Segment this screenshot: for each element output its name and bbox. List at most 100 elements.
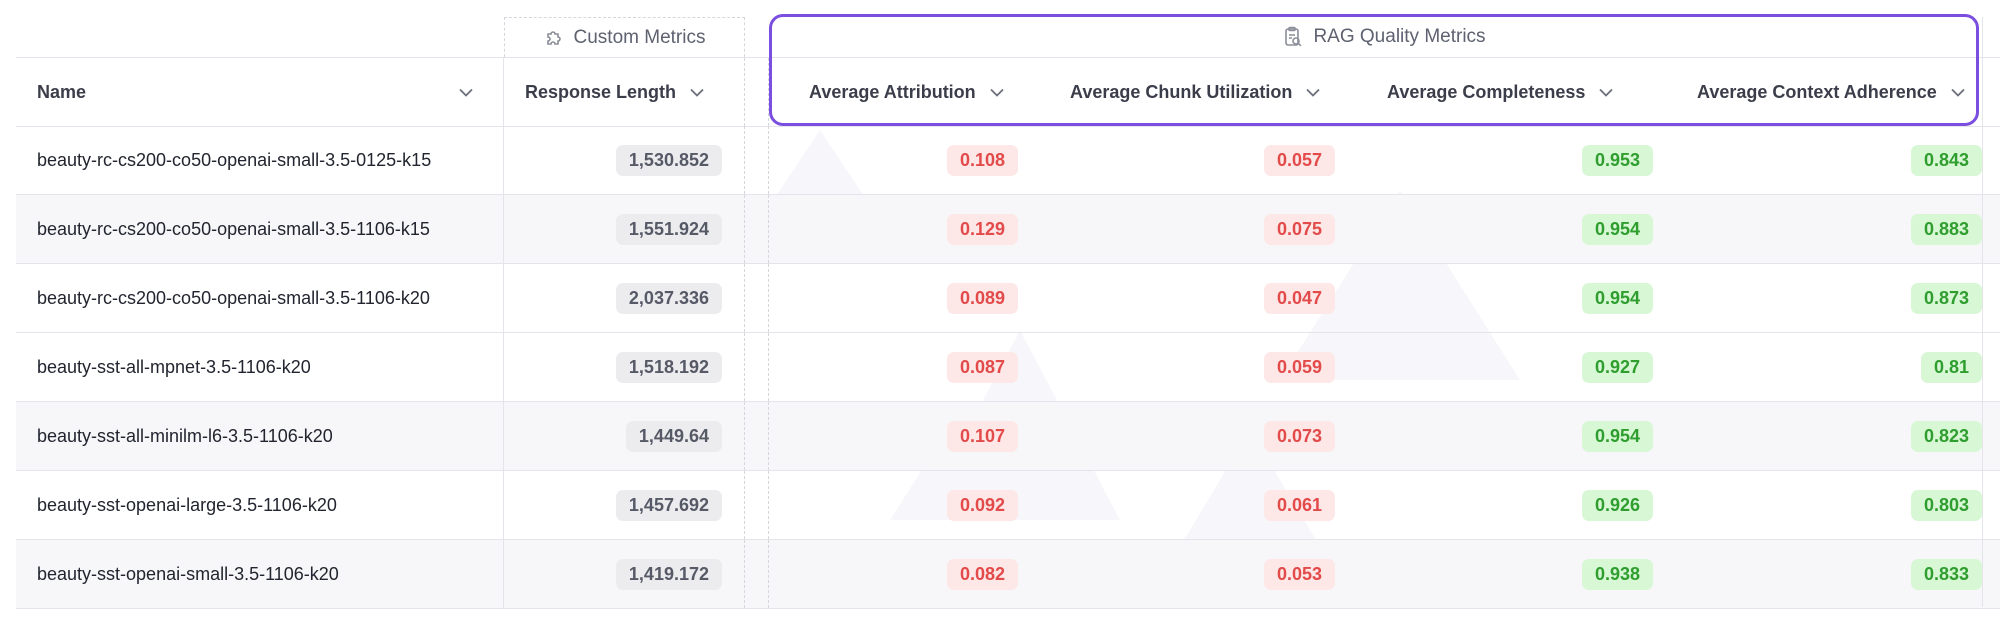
response-length-value: 1,449.64	[625, 420, 722, 452]
context-adherence-cell: 0.803	[1653, 471, 1982, 539]
response-length-value: 1,419.172	[615, 558, 722, 590]
spacer-cell	[745, 402, 769, 470]
header-avg-completeness[interactable]: Average Completeness	[1335, 58, 1653, 126]
completeness-cell: 0.954	[1335, 264, 1653, 332]
column-group-row: Custom Metrics RAG Quality Metrics	[16, 17, 2000, 57]
attribution-value: 0.107	[946, 420, 1018, 452]
spacer-cell	[745, 471, 769, 539]
context-adherence-cell: 0.81	[1653, 333, 1982, 401]
spacer-cell	[745, 333, 769, 401]
chevron-down-icon[interactable]	[1951, 88, 1965, 97]
context-adherence-cell: 0.883	[1653, 195, 1982, 263]
table-row[interactable]: beauty-sst-openai-large-3.5-1106-k20 1,4…	[16, 471, 2000, 540]
chunk-utilization-value: 0.047	[1263, 282, 1335, 314]
header-avg-attribution-label: Average Attribution	[809, 81, 976, 102]
context-adherence-value: 0.823	[1910, 420, 1982, 452]
row-name: beauty-rc-cs200-co50-openai-small-3.5-11…	[16, 264, 504, 332]
chevron-down-icon[interactable]	[990, 88, 1004, 97]
response-length-value: 1,530.852	[615, 144, 722, 176]
attribution-cell: 0.089	[769, 264, 1018, 332]
response-length-value: 2,037.336	[615, 282, 722, 314]
experiments-table: Custom Metrics RAG Quality Metrics Name …	[16, 17, 2000, 609]
table-row[interactable]: beauty-rc-cs200-co50-openai-small-3.5-11…	[16, 264, 2000, 333]
completeness-value: 0.938	[1581, 558, 1653, 590]
context-adherence-cell: 0.833	[1653, 540, 1982, 608]
attribution-cell: 0.108	[769, 126, 1018, 194]
attribution-value: 0.108	[946, 144, 1018, 176]
response-length-value: 1,518.192	[615, 351, 722, 383]
attribution-value: 0.129	[946, 213, 1018, 245]
spacer-cell	[745, 540, 769, 608]
response-length-cell: 2,037.336	[504, 264, 745, 332]
context-adherence-value: 0.843	[1910, 144, 1982, 176]
chevron-down-icon[interactable]	[690, 88, 704, 97]
header-avg-chunk-utilization[interactable]: Average Chunk Utilization	[1018, 58, 1335, 126]
attribution-cell: 0.082	[769, 540, 1018, 608]
table-row[interactable]: beauty-sst-openai-small-3.5-1106-k20 1,4…	[16, 540, 2000, 609]
header-name-label: Name	[37, 81, 87, 102]
spacer-cell	[745, 126, 769, 194]
chevron-down-icon[interactable]	[459, 88, 473, 97]
completeness-cell: 0.953	[1335, 126, 1653, 194]
context-adherence-value: 0.803	[1910, 489, 1982, 521]
chunk-utilization-cell: 0.059	[1018, 333, 1335, 401]
response-length-cell: 1,518.192	[504, 333, 745, 401]
header-avg-completeness-label: Average Completeness	[1387, 81, 1586, 102]
completeness-cell: 0.938	[1335, 540, 1653, 608]
header-avg-chunk-utilization-label: Average Chunk Utilization	[1070, 81, 1293, 102]
table-row[interactable]: beauty-rc-cs200-co50-openai-small-3.5-11…	[16, 195, 2000, 264]
chunk-utilization-value: 0.075	[1263, 213, 1335, 245]
context-adherence-value: 0.873	[1910, 282, 1982, 314]
row-name: beauty-sst-all-minilm-l6-3.5-1106-k20	[16, 402, 504, 470]
row-name: beauty-sst-all-mpnet-3.5-1106-k20	[16, 333, 504, 401]
completeness-cell: 0.954	[1335, 402, 1653, 470]
attribution-cell: 0.087	[769, 333, 1018, 401]
chunk-utilization-value: 0.057	[1263, 144, 1335, 176]
context-adherence-cell: 0.843	[1653, 126, 1982, 194]
chunk-utilization-value: 0.059	[1263, 351, 1335, 383]
table-row[interactable]: beauty-sst-all-mpnet-3.5-1106-k20 1,518.…	[16, 333, 2000, 402]
header-response-length[interactable]: Response Length	[504, 58, 745, 126]
chunk-utilization-value: 0.053	[1263, 558, 1335, 590]
attribution-value: 0.092	[946, 489, 1018, 521]
attribution-value: 0.089	[946, 282, 1018, 314]
context-adherence-value: 0.883	[1910, 213, 1982, 245]
row-name: beauty-rc-cs200-co50-openai-small-3.5-01…	[16, 126, 504, 194]
completeness-value: 0.927	[1581, 351, 1653, 383]
group-rag-label: RAG Quality Metrics	[1313, 26, 1486, 47]
completeness-value: 0.954	[1581, 420, 1653, 452]
attribution-cell: 0.107	[769, 402, 1018, 470]
completeness-cell: 0.927	[1335, 333, 1653, 401]
header-response-length-label: Response Length	[525, 81, 677, 102]
header-row: Name Response Length Average Attribution…	[16, 57, 2000, 127]
table-row[interactable]: beauty-rc-cs200-co50-openai-small-3.5-01…	[16, 126, 2000, 195]
attribution-value: 0.087	[946, 351, 1018, 383]
context-adherence-value: 0.833	[1910, 558, 1982, 590]
header-avg-context-adherence-label: Average Context Adherence	[1697, 81, 1937, 102]
chunk-utilization-cell: 0.053	[1018, 540, 1335, 608]
context-adherence-cell: 0.873	[1653, 264, 1982, 332]
header-avg-attribution[interactable]: Average Attribution	[769, 58, 1018, 126]
chevron-down-icon[interactable]	[1306, 88, 1321, 97]
header-avg-context-adherence[interactable]: Average Context Adherence	[1653, 58, 1982, 126]
response-length-cell: 1,419.172	[504, 540, 745, 608]
response-length-cell: 1,457.692	[504, 471, 745, 539]
completeness-cell: 0.926	[1335, 471, 1653, 539]
header-name[interactable]: Name	[16, 58, 504, 126]
table-row[interactable]: beauty-sst-all-minilm-l6-3.5-1106-k20 1,…	[16, 402, 2000, 471]
context-adherence-value: 0.81	[1920, 351, 1982, 383]
completeness-cell: 0.954	[1335, 195, 1653, 263]
spacer-cell	[745, 264, 769, 332]
group-custom-label: Custom Metrics	[573, 26, 706, 48]
chunk-utilization-cell: 0.061	[1018, 471, 1335, 539]
response-length-cell: 1,449.64	[504, 402, 745, 470]
completeness-value: 0.954	[1581, 213, 1653, 245]
row-name: beauty-sst-openai-large-3.5-1106-k20	[16, 471, 504, 539]
chunk-utilization-cell: 0.073	[1018, 402, 1335, 470]
group-custom-metrics: Custom Metrics	[504, 17, 745, 57]
attribution-cell: 0.092	[769, 471, 1018, 539]
clipboard-search-icon	[1283, 26, 1303, 48]
completeness-value: 0.954	[1581, 282, 1653, 314]
chevron-down-icon[interactable]	[1599, 88, 1614, 97]
row-name: beauty-rc-cs200-co50-openai-small-3.5-11…	[16, 195, 504, 263]
